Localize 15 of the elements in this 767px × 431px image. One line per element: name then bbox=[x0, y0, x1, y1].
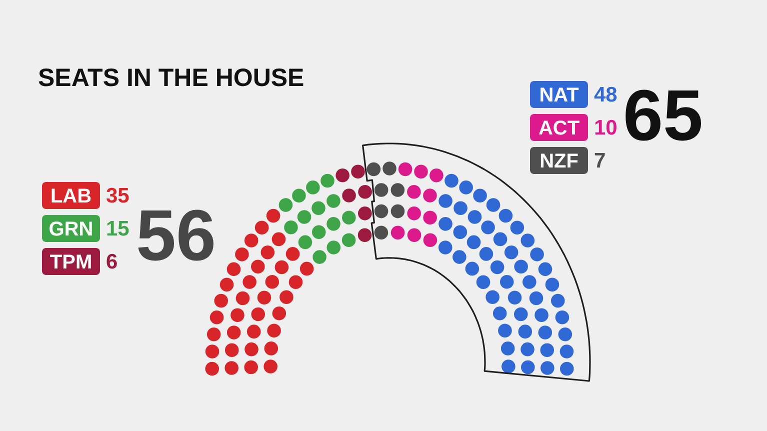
data-label: 48 bbox=[594, 84, 618, 106]
text: 65 bbox=[623, 76, 704, 156]
text: 56 bbox=[136, 196, 216, 276]
category-label: NAT bbox=[539, 84, 579, 106]
data-label: 15 bbox=[106, 218, 130, 240]
category-label: TPM bbox=[50, 252, 92, 274]
category-label: NZF bbox=[540, 150, 578, 172]
category-label: LAB bbox=[50, 186, 92, 208]
data-label: 10 bbox=[594, 116, 618, 140]
data-label: 6 bbox=[106, 250, 118, 274]
category-label: ACT bbox=[538, 118, 580, 140]
category-label: GRN bbox=[48, 218, 94, 240]
data-label: 35 bbox=[106, 184, 130, 208]
data-label: 7 bbox=[594, 150, 606, 172]
text: SEATS IN THE HOUSE bbox=[38, 64, 304, 92]
